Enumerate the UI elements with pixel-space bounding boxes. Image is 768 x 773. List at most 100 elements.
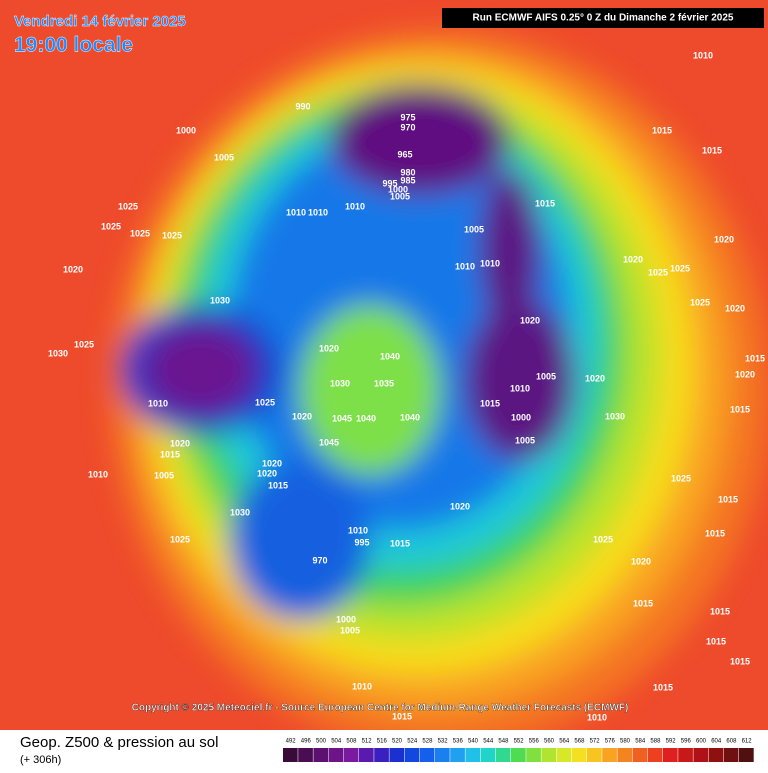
isobar-label: 975 <box>400 112 415 122</box>
isobar-label: 1000 <box>176 125 196 135</box>
isobar-label: 1015 <box>268 480 288 490</box>
isobar-label: 1005 <box>214 152 234 162</box>
isobar-label: 1020 <box>623 254 643 264</box>
isobar-label: 1015 <box>710 606 730 616</box>
isobar-label: 1000 <box>388 184 408 194</box>
isobar-label: 1020 <box>520 315 540 325</box>
scale-swatch <box>647 748 663 762</box>
isobar-label: 1010 <box>510 383 530 393</box>
isobar-label: 1010 <box>286 207 306 217</box>
isobar-label: 1025 <box>162 230 182 240</box>
isobar-label: 970 <box>400 122 415 132</box>
isobar-label: 995 <box>382 178 397 188</box>
isobar-label: 1015 <box>653 682 673 692</box>
copyright: Copyright © 2025 Meteociel.fr - Source E… <box>132 703 629 714</box>
scale-label: 608 <box>726 739 737 745</box>
scale-swatch <box>693 748 709 762</box>
scale-swatch <box>632 748 648 762</box>
scale-swatch <box>739 748 754 762</box>
isobar-label: 1020 <box>585 373 605 383</box>
isobar-label: 1030 <box>48 348 68 358</box>
color-scale: 492 496 500 504 508 512 516 520 524 528 532 536 540 5… <box>283 739 754 762</box>
scale-label: 504 <box>331 739 342 745</box>
isobar-label: 1010 <box>148 398 168 408</box>
isobar-label: 1025 <box>690 297 710 307</box>
isobar-label: 1015 <box>652 125 672 135</box>
scale-swatch <box>526 748 541 762</box>
isobar-label: 1000 <box>511 412 531 422</box>
scale-swatch <box>511 748 526 762</box>
scale-label: 552 <box>514 739 525 745</box>
scale-label: 524 <box>407 739 418 745</box>
isobar-label: 1040 <box>380 351 400 361</box>
scale-swatch <box>480 748 496 762</box>
isobar-label: 1015 <box>160 449 180 459</box>
isobar-label: 1005 <box>464 224 484 234</box>
isobar-label: 1015 <box>390 538 410 548</box>
isobar-label: 1025 <box>648 267 668 277</box>
scale-swatch <box>617 748 633 762</box>
scale-swatch <box>571 748 587 762</box>
isobar-label: 1015 <box>705 528 725 538</box>
isobar-label: 1025 <box>670 263 690 273</box>
isobar-label: 1005 <box>340 625 360 635</box>
isobar-label: 1015 <box>480 398 500 408</box>
scale-label: 508 <box>346 739 357 745</box>
scale-label: 520 <box>392 739 403 745</box>
isobar-label: 1025 <box>593 534 613 544</box>
isobar-label: 1015 <box>718 494 738 504</box>
footer-title: Geop. Z500 & pression au sol <box>20 734 218 751</box>
scale-label: 560 <box>544 739 555 745</box>
isobar-label: 1015 <box>535 198 555 208</box>
isobar-label: 1010 <box>480 258 500 268</box>
isobar-label: 1030 <box>605 411 625 421</box>
isobar-label: 1015 <box>702 145 722 155</box>
isobar-label: 1020 <box>319 343 339 353</box>
scale-swatch <box>283 748 298 762</box>
isobar-label: 1025 <box>101 221 121 231</box>
scale-label: 548 <box>498 739 509 745</box>
isobar-label: 1005 <box>154 470 174 480</box>
scale-label: 544 <box>483 739 494 745</box>
isobar-label: 980 <box>400 167 415 177</box>
forecast-lead: (+ 306h) <box>20 754 61 766</box>
scale-swatch <box>602 748 617 762</box>
isobar-label: 1045 <box>332 413 352 423</box>
isobar-label: 1020 <box>257 468 277 478</box>
isobar-label: 1025 <box>130 228 150 238</box>
isobar-label: 1005 <box>515 435 535 445</box>
isobar-label: 1020 <box>714 234 734 244</box>
scale-swatch <box>343 748 359 762</box>
scale-label: 564 <box>559 739 570 745</box>
scale-label: 556 <box>529 739 540 745</box>
scale-swatch <box>328 748 344 762</box>
scale-label: 500 <box>316 739 327 745</box>
scale-swatch <box>678 748 693 762</box>
forecast-date: Vendredi 14 février 2025 <box>14 13 186 30</box>
isobar-label: 1015 <box>730 656 750 666</box>
isobar-label: 1020 <box>262 458 282 468</box>
isobar-label: 1015 <box>706 636 726 646</box>
scale-swatch <box>435 748 450 762</box>
scale-label: 576 <box>605 739 616 745</box>
isobar-label: 1010 <box>352 681 372 691</box>
scale-label: 588 <box>650 739 661 745</box>
isobar-label: 1010 <box>587 712 607 722</box>
scale-label: 572 <box>590 739 601 745</box>
scale-swatch <box>556 748 572 762</box>
scale-label: 584 <box>635 739 646 745</box>
isobar-label: 1020 <box>631 556 651 566</box>
isobar-label: 1015 <box>730 404 750 414</box>
isobar-label: 1010 <box>455 261 475 271</box>
scale-label: 580 <box>620 739 631 745</box>
isobar-label: 1010 <box>348 525 368 535</box>
isobar-label: 990 <box>295 101 310 111</box>
isobar-label: 1020 <box>170 438 190 448</box>
isobar-label: 1005 <box>390 191 410 201</box>
isobar-label: 1000 <box>336 614 356 624</box>
scale-label: 540 <box>468 739 479 745</box>
forecast-time: 19:00 locale <box>14 34 133 57</box>
run-banner <box>442 8 764 28</box>
